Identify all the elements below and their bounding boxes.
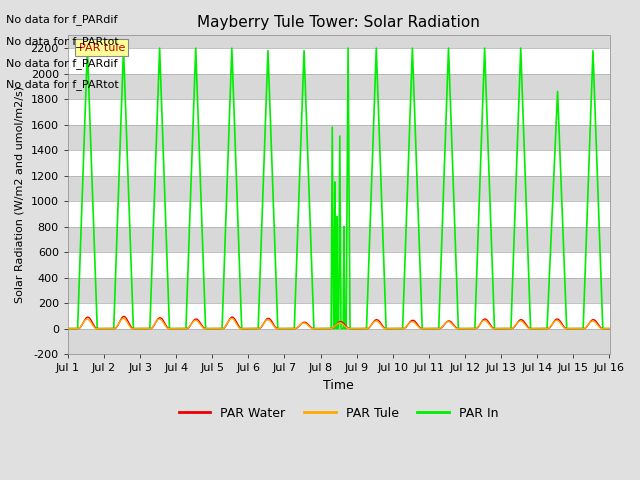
Bar [68, 125, 609, 150]
Bar [68, 73, 609, 99]
Bar [68, 99, 609, 125]
Bar [68, 329, 609, 354]
Text: No data for f_PARtot: No data for f_PARtot [6, 79, 119, 90]
Y-axis label: Solar Radiation (W/m2 and umol/m2/s): Solar Radiation (W/m2 and umol/m2/s) [15, 86, 25, 303]
Text: No data for f_PARdif: No data for f_PARdif [6, 58, 118, 69]
Bar [68, 303, 609, 329]
Bar [68, 176, 609, 201]
Bar [68, 277, 609, 303]
Bar [68, 227, 609, 252]
Legend: PAR Water, PAR Tule, PAR In: PAR Water, PAR Tule, PAR In [174, 402, 503, 425]
Bar [68, 150, 609, 176]
Bar [68, 252, 609, 277]
Title: Mayberry Tule Tower: Solar Radiation: Mayberry Tule Tower: Solar Radiation [197, 15, 480, 30]
Bar [68, 201, 609, 227]
Text: No data for f_PARdif: No data for f_PARdif [6, 14, 118, 25]
Bar [68, 48, 609, 73]
X-axis label: Time: Time [323, 379, 354, 392]
Text: PAR tule: PAR tule [79, 43, 125, 53]
Text: No data for f_PARtot: No data for f_PARtot [6, 36, 119, 47]
